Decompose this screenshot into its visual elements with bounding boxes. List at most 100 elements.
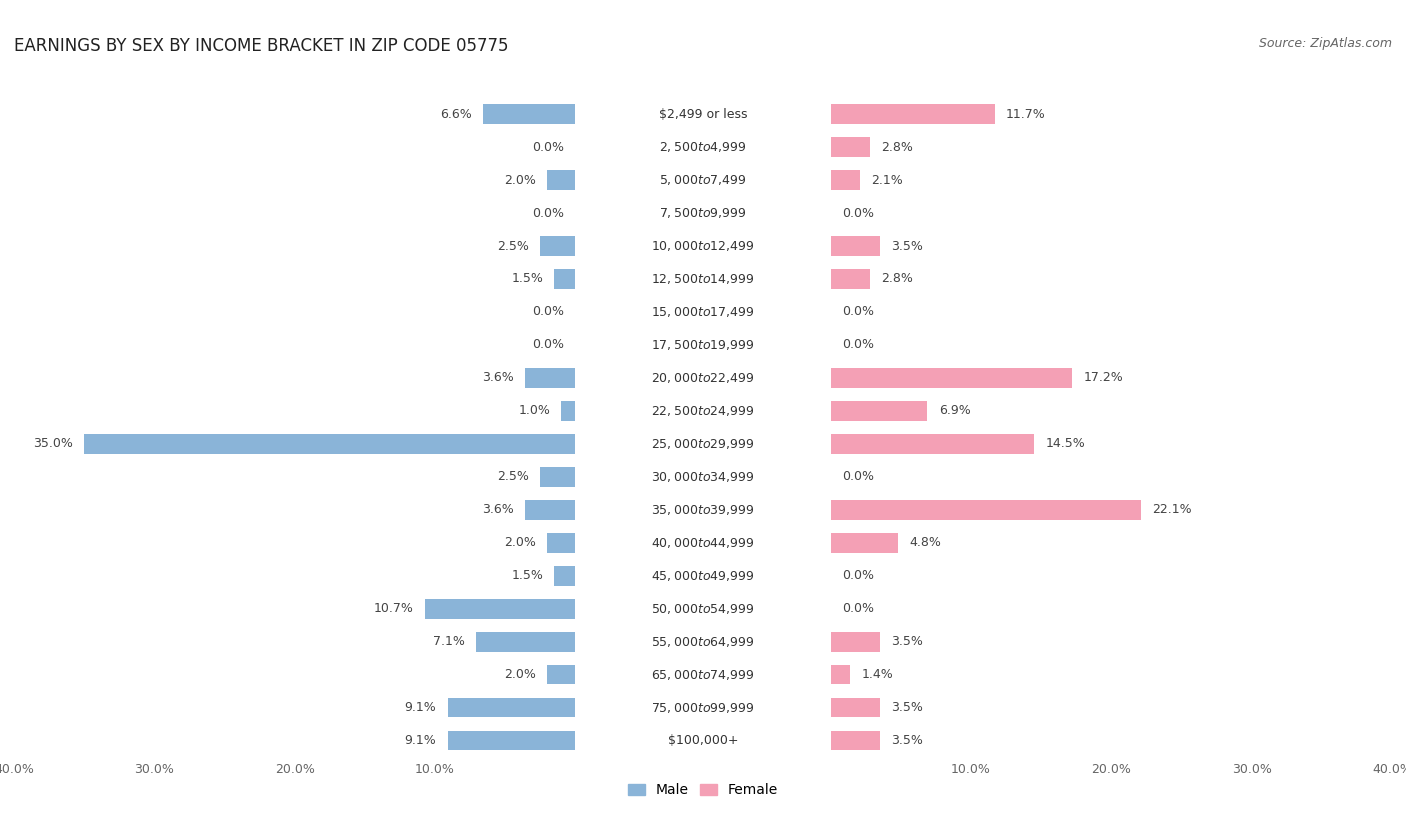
- Bar: [0, 493, 575, 526]
- Text: 11.7%: 11.7%: [1007, 107, 1046, 120]
- Bar: [0, 559, 831, 593]
- Text: $2,500 to $4,999: $2,500 to $4,999: [659, 140, 747, 154]
- Bar: [575, 164, 1406, 196]
- Text: $45,000 to $49,999: $45,000 to $49,999: [651, 569, 755, 583]
- Text: 7.1%: 7.1%: [433, 635, 464, 648]
- Text: 3.6%: 3.6%: [482, 371, 513, 384]
- Bar: [482, 104, 575, 124]
- Text: $30,000 to $34,999: $30,000 to $34,999: [651, 470, 755, 484]
- Text: $20,000 to $22,499: $20,000 to $22,499: [651, 371, 755, 385]
- Text: 14.5%: 14.5%: [1045, 437, 1085, 450]
- Bar: [0, 130, 831, 164]
- Text: 2.0%: 2.0%: [505, 668, 536, 681]
- Bar: [831, 698, 880, 717]
- Bar: [831, 104, 995, 124]
- Bar: [0, 658, 831, 691]
- Bar: [561, 401, 575, 421]
- Bar: [575, 262, 1406, 295]
- Legend: Male, Female: Male, Female: [623, 778, 783, 803]
- Bar: [475, 632, 575, 651]
- Text: 0.0%: 0.0%: [533, 141, 564, 154]
- Bar: [0, 98, 575, 130]
- Text: $12,500 to $14,999: $12,500 to $14,999: [651, 272, 755, 286]
- Bar: [831, 533, 898, 553]
- Bar: [575, 196, 1406, 230]
- Bar: [0, 230, 831, 262]
- Bar: [0, 164, 575, 196]
- Text: 0.0%: 0.0%: [533, 207, 564, 220]
- Text: 6.9%: 6.9%: [939, 405, 970, 418]
- Bar: [0, 395, 575, 427]
- Bar: [575, 593, 1406, 625]
- Bar: [831, 401, 928, 421]
- Bar: [0, 724, 831, 757]
- Text: 1.0%: 1.0%: [519, 405, 550, 418]
- Text: 1.4%: 1.4%: [862, 668, 893, 681]
- Text: $75,000 to $99,999: $75,000 to $99,999: [651, 701, 755, 715]
- Text: 0.0%: 0.0%: [842, 470, 873, 484]
- Text: 3.5%: 3.5%: [891, 701, 922, 714]
- Bar: [0, 625, 575, 658]
- Bar: [0, 461, 575, 493]
- Bar: [0, 625, 831, 658]
- Text: 2.5%: 2.5%: [498, 239, 529, 252]
- Bar: [524, 500, 575, 519]
- Bar: [524, 368, 575, 387]
- Text: $25,000 to $29,999: $25,000 to $29,999: [651, 437, 755, 451]
- Text: $10,000 to $12,499: $10,000 to $12,499: [651, 239, 755, 253]
- Bar: [575, 527, 1406, 559]
- Bar: [831, 236, 880, 256]
- Bar: [425, 599, 575, 619]
- Text: 2.5%: 2.5%: [498, 470, 529, 484]
- Text: 0.0%: 0.0%: [842, 207, 873, 220]
- Bar: [540, 467, 575, 487]
- Bar: [0, 361, 831, 395]
- Bar: [547, 533, 575, 553]
- Text: $35,000 to $39,999: $35,000 to $39,999: [651, 503, 755, 517]
- Bar: [0, 295, 831, 328]
- Bar: [831, 170, 860, 190]
- Text: 0.0%: 0.0%: [533, 339, 564, 352]
- Bar: [547, 665, 575, 685]
- Bar: [0, 98, 831, 130]
- Bar: [575, 691, 1406, 724]
- Bar: [575, 361, 1406, 395]
- Text: $50,000 to $54,999: $50,000 to $54,999: [651, 602, 755, 615]
- Text: 35.0%: 35.0%: [34, 437, 73, 450]
- Text: 2.1%: 2.1%: [872, 173, 903, 186]
- Bar: [547, 170, 575, 190]
- Bar: [447, 698, 575, 717]
- Bar: [0, 262, 831, 295]
- Bar: [575, 493, 1406, 526]
- Bar: [0, 527, 831, 559]
- Bar: [0, 658, 575, 691]
- Bar: [84, 434, 575, 453]
- Text: $5,000 to $7,499: $5,000 to $7,499: [659, 173, 747, 187]
- Bar: [0, 427, 575, 461]
- Text: $15,000 to $17,499: $15,000 to $17,499: [651, 305, 755, 319]
- Bar: [0, 361, 575, 395]
- Text: $100,000+: $100,000+: [668, 734, 738, 747]
- Text: 2.8%: 2.8%: [882, 141, 912, 154]
- Text: 9.1%: 9.1%: [405, 701, 436, 714]
- Text: 10.7%: 10.7%: [374, 602, 413, 615]
- Text: 2.0%: 2.0%: [505, 173, 536, 186]
- Text: $22,500 to $24,999: $22,500 to $24,999: [651, 404, 755, 418]
- Bar: [0, 196, 575, 230]
- Text: 3.6%: 3.6%: [482, 503, 513, 516]
- Text: 3.5%: 3.5%: [891, 239, 922, 252]
- Bar: [0, 493, 831, 526]
- Bar: [575, 724, 1406, 757]
- Bar: [0, 593, 575, 625]
- Bar: [0, 527, 575, 559]
- Bar: [0, 593, 831, 625]
- Text: 0.0%: 0.0%: [842, 569, 873, 582]
- Bar: [0, 691, 575, 724]
- Bar: [447, 731, 575, 751]
- Text: 22.1%: 22.1%: [1152, 503, 1191, 516]
- Bar: [575, 658, 1406, 691]
- Bar: [0, 329, 831, 361]
- Text: $2,499 or less: $2,499 or less: [659, 107, 747, 120]
- Bar: [0, 329, 575, 361]
- Bar: [0, 691, 831, 724]
